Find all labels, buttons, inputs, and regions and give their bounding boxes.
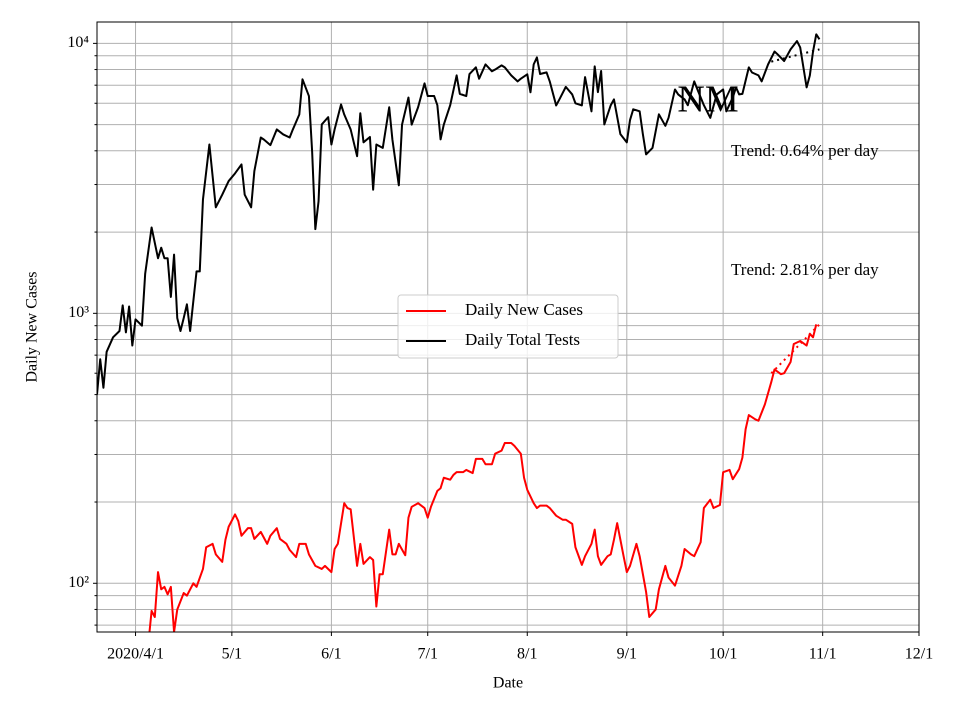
x-tick-label: 5/1	[222, 646, 242, 663]
y-tick-label: 10⁴	[67, 34, 89, 51]
y-tick-label: 10²	[68, 574, 89, 591]
x-tick-label: 2020/4/1	[107, 646, 164, 663]
annotation: Trend: 2.81% per day	[731, 260, 879, 279]
x-tick-label: 7/1	[418, 646, 438, 663]
legend-label: Daily Total Tests	[465, 330, 580, 349]
legend-box	[397, 294, 619, 359]
data-line	[148, 324, 818, 632]
trend-line	[771, 48, 820, 63]
data-line	[97, 33, 821, 395]
plot-frame	[96, 21, 920, 633]
annotation: NM	[677, 79, 738, 121]
x-tick-label: 8/1	[517, 646, 537, 663]
plot-area	[97, 33, 821, 632]
y-axis-label: Daily New Cases	[24, 271, 41, 382]
x-tick-label: 11/1	[809, 646, 837, 663]
x-tick-label: 6/1	[321, 646, 341, 663]
x-axis-label: Date	[493, 675, 523, 692]
x-tick-label: 10/1	[709, 646, 737, 663]
annotation: Trend: 0.64% per day	[731, 141, 879, 160]
y-tick-label: 10³	[68, 304, 89, 321]
legend-label: Daily New Cases	[465, 300, 583, 319]
x-tick-label: 12/1	[905, 646, 933, 663]
x-tick-label: 9/1	[617, 646, 637, 663]
